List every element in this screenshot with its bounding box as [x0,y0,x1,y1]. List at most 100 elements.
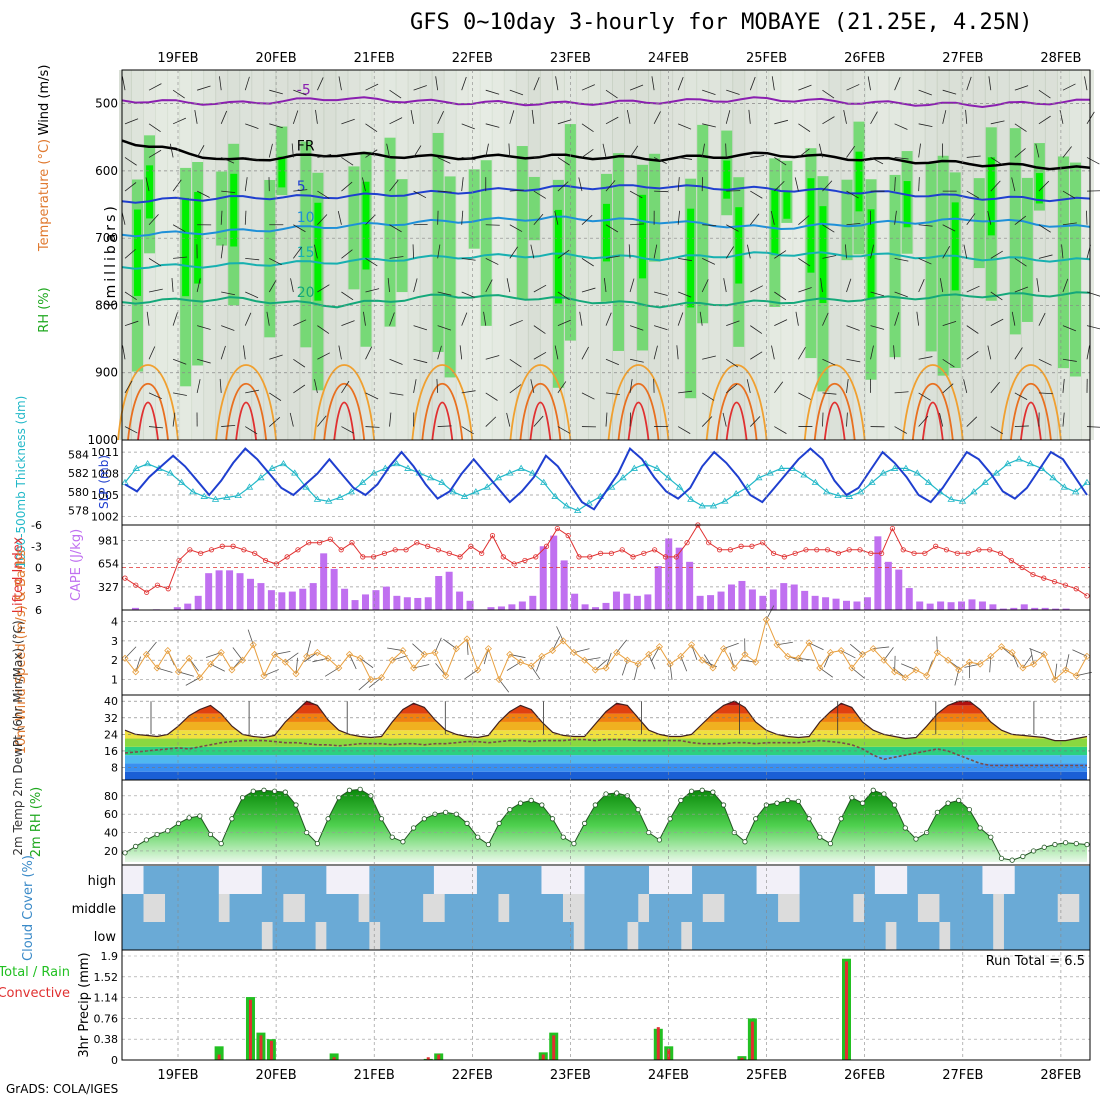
rh-point [657,838,661,842]
cloud-cell-middle [423,894,434,922]
cloud-cell-low [950,922,961,950]
cloud-cell-low [671,922,682,950]
cloud-cell-low [1079,922,1090,950]
cloud-cell-high [455,866,466,894]
cloud-cell-low [714,922,725,950]
cloud-cell-middle [283,894,294,922]
cloud-cell-high [810,866,821,894]
cloud-cell-low [1015,922,1026,950]
cape-bar [968,599,975,610]
cape-bar [184,604,191,610]
upper-air-rh-saturated [819,206,826,303]
cloud-cell-middle [197,894,208,922]
cloud-cell-middle [1068,894,1079,922]
cape-bar [906,588,913,610]
isotherm-label: 10 [297,210,315,226]
cloud-cell-low [1047,922,1058,950]
isotherm-label: -5 [297,82,311,98]
cape-bar [885,562,892,610]
cloud-cell-high [187,866,198,894]
cloud-cell-high [509,866,520,894]
cloud-cell-low [552,922,563,950]
cloud-cell-high [606,866,617,894]
cloud-cell-high [778,866,789,894]
cloud-cell-middle [122,894,133,922]
rh-point [721,803,725,807]
wind-barb [486,225,500,226]
cape-bar [195,596,202,610]
precip-convective-label: Convective [0,986,70,1001]
cloud-cell-low [832,922,843,950]
cape-bar [508,604,515,610]
cloud-cell-low [692,922,703,950]
thickness-tick-label: 580 [68,486,89,499]
cape-bar [812,596,819,610]
rh-point [497,821,501,825]
cloud-cell-middle [767,894,778,922]
ua-tick-label: 500 [95,97,118,111]
upper-air-rh-column [660,70,673,440]
rh-point [315,841,319,845]
cloud-cell-low [1025,922,1036,950]
upper-air-rh-column [877,70,890,440]
cloud-cell-high [154,866,165,894]
isotherm-label: 5 [297,179,306,195]
rh-point [743,840,747,844]
cloud-cell-high [638,866,649,894]
rh-point [187,816,191,820]
upper-air-rh-saturated [783,191,790,219]
date-label-top: 19FEB [157,51,198,66]
run-total-annotation: Run Total = 6.5 [986,954,1085,969]
cloud-cell-high [918,866,929,894]
rh-point [347,788,351,792]
cloud-cell-middle [972,894,983,922]
cloud-cell-high [552,866,563,894]
date-label-top: 25FEB [746,51,787,66]
cloud-cell-high [391,866,402,894]
cloud-cell-low [498,922,509,950]
cloud-cell-middle [896,894,907,922]
precip-tick-label: 1.14 [94,992,119,1005]
cape-bar [529,596,536,610]
cape-bar [247,579,254,610]
cloud-cell-middle [757,894,768,922]
cloud-cell-low [939,922,950,950]
cape-bar [937,602,944,611]
cloud-cell-middle [230,894,241,922]
rh-point [711,790,715,794]
cloud-cell-low [993,922,1004,950]
cloud-cell-high [1025,866,1036,894]
cape-bar [456,592,463,610]
cloud-cell-low [660,922,671,950]
cloud-cell-low [886,922,897,950]
cloud-cell-low [369,922,380,950]
date-label-top: 21FEB [354,51,395,66]
cloud-cell-middle [273,894,284,922]
precip-tick-label: 0 [111,1054,118,1067]
date-label-top: 27FEB [942,51,983,66]
cloud-cell-low [757,922,768,950]
cloud-cell-middle [412,894,423,922]
cloud-cell-middle [907,894,918,922]
rh-point [614,791,618,795]
rh-point [572,841,576,845]
cloud-cell-middle [1004,894,1015,922]
cape-bar [948,602,955,610]
cloud-cell-middle [563,894,574,922]
cloud-cell-middle [477,894,488,922]
upper-air-rh-saturated [363,182,370,270]
cloud-cell-low [563,922,574,950]
upper-air-rh-saturated [182,198,189,296]
rh-point [914,837,918,841]
upper-air-rh-saturated [134,209,141,295]
cloud-axis-label: Cloud Cover (%) [21,855,36,961]
rh-point [860,801,864,805]
cape-bar [655,566,662,610]
rh-point [871,788,875,792]
cape-bar [895,570,902,610]
cloud-cell-high [380,866,391,894]
cape-bar [843,601,850,610]
cloud-cell-low [133,922,144,950]
rh-point [689,789,693,793]
cape-bar [623,594,630,610]
